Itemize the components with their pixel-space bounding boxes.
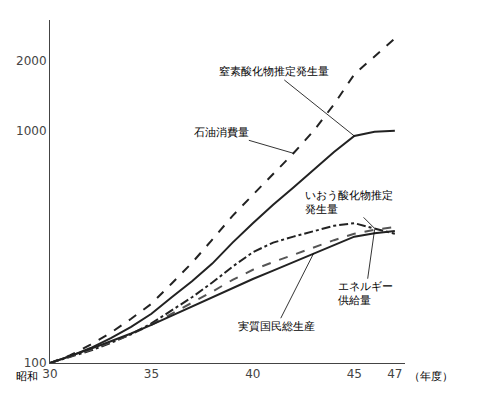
svg-text:窒素酸化物推定発生量: 窒素酸化物推定発生量: [219, 65, 329, 78]
svg-text:100: 100: [24, 356, 47, 370]
svg-text:実質国民総生産: 実質国民総生産: [238, 320, 315, 333]
svg-text:45: 45: [347, 367, 362, 381]
svg-text:2000: 2000: [16, 54, 47, 68]
svg-text:30: 30: [42, 367, 57, 381]
svg-text:石油消費量: 石油消費量: [194, 126, 249, 139]
svg-text:エネルギー供給量: エネルギー供給量: [338, 280, 393, 307]
svg-text:（年度）: （年度）: [409, 370, 453, 383]
svg-text:いおう酸化物推定発生量: いおう酸化物推定発生量: [305, 189, 393, 216]
svg-text:40: 40: [245, 367, 260, 381]
svg-text:1000: 1000: [16, 124, 47, 138]
svg-text:35: 35: [144, 367, 159, 381]
svg-text:昭和: 昭和: [16, 370, 38, 383]
svg-text:47: 47: [387, 367, 402, 381]
